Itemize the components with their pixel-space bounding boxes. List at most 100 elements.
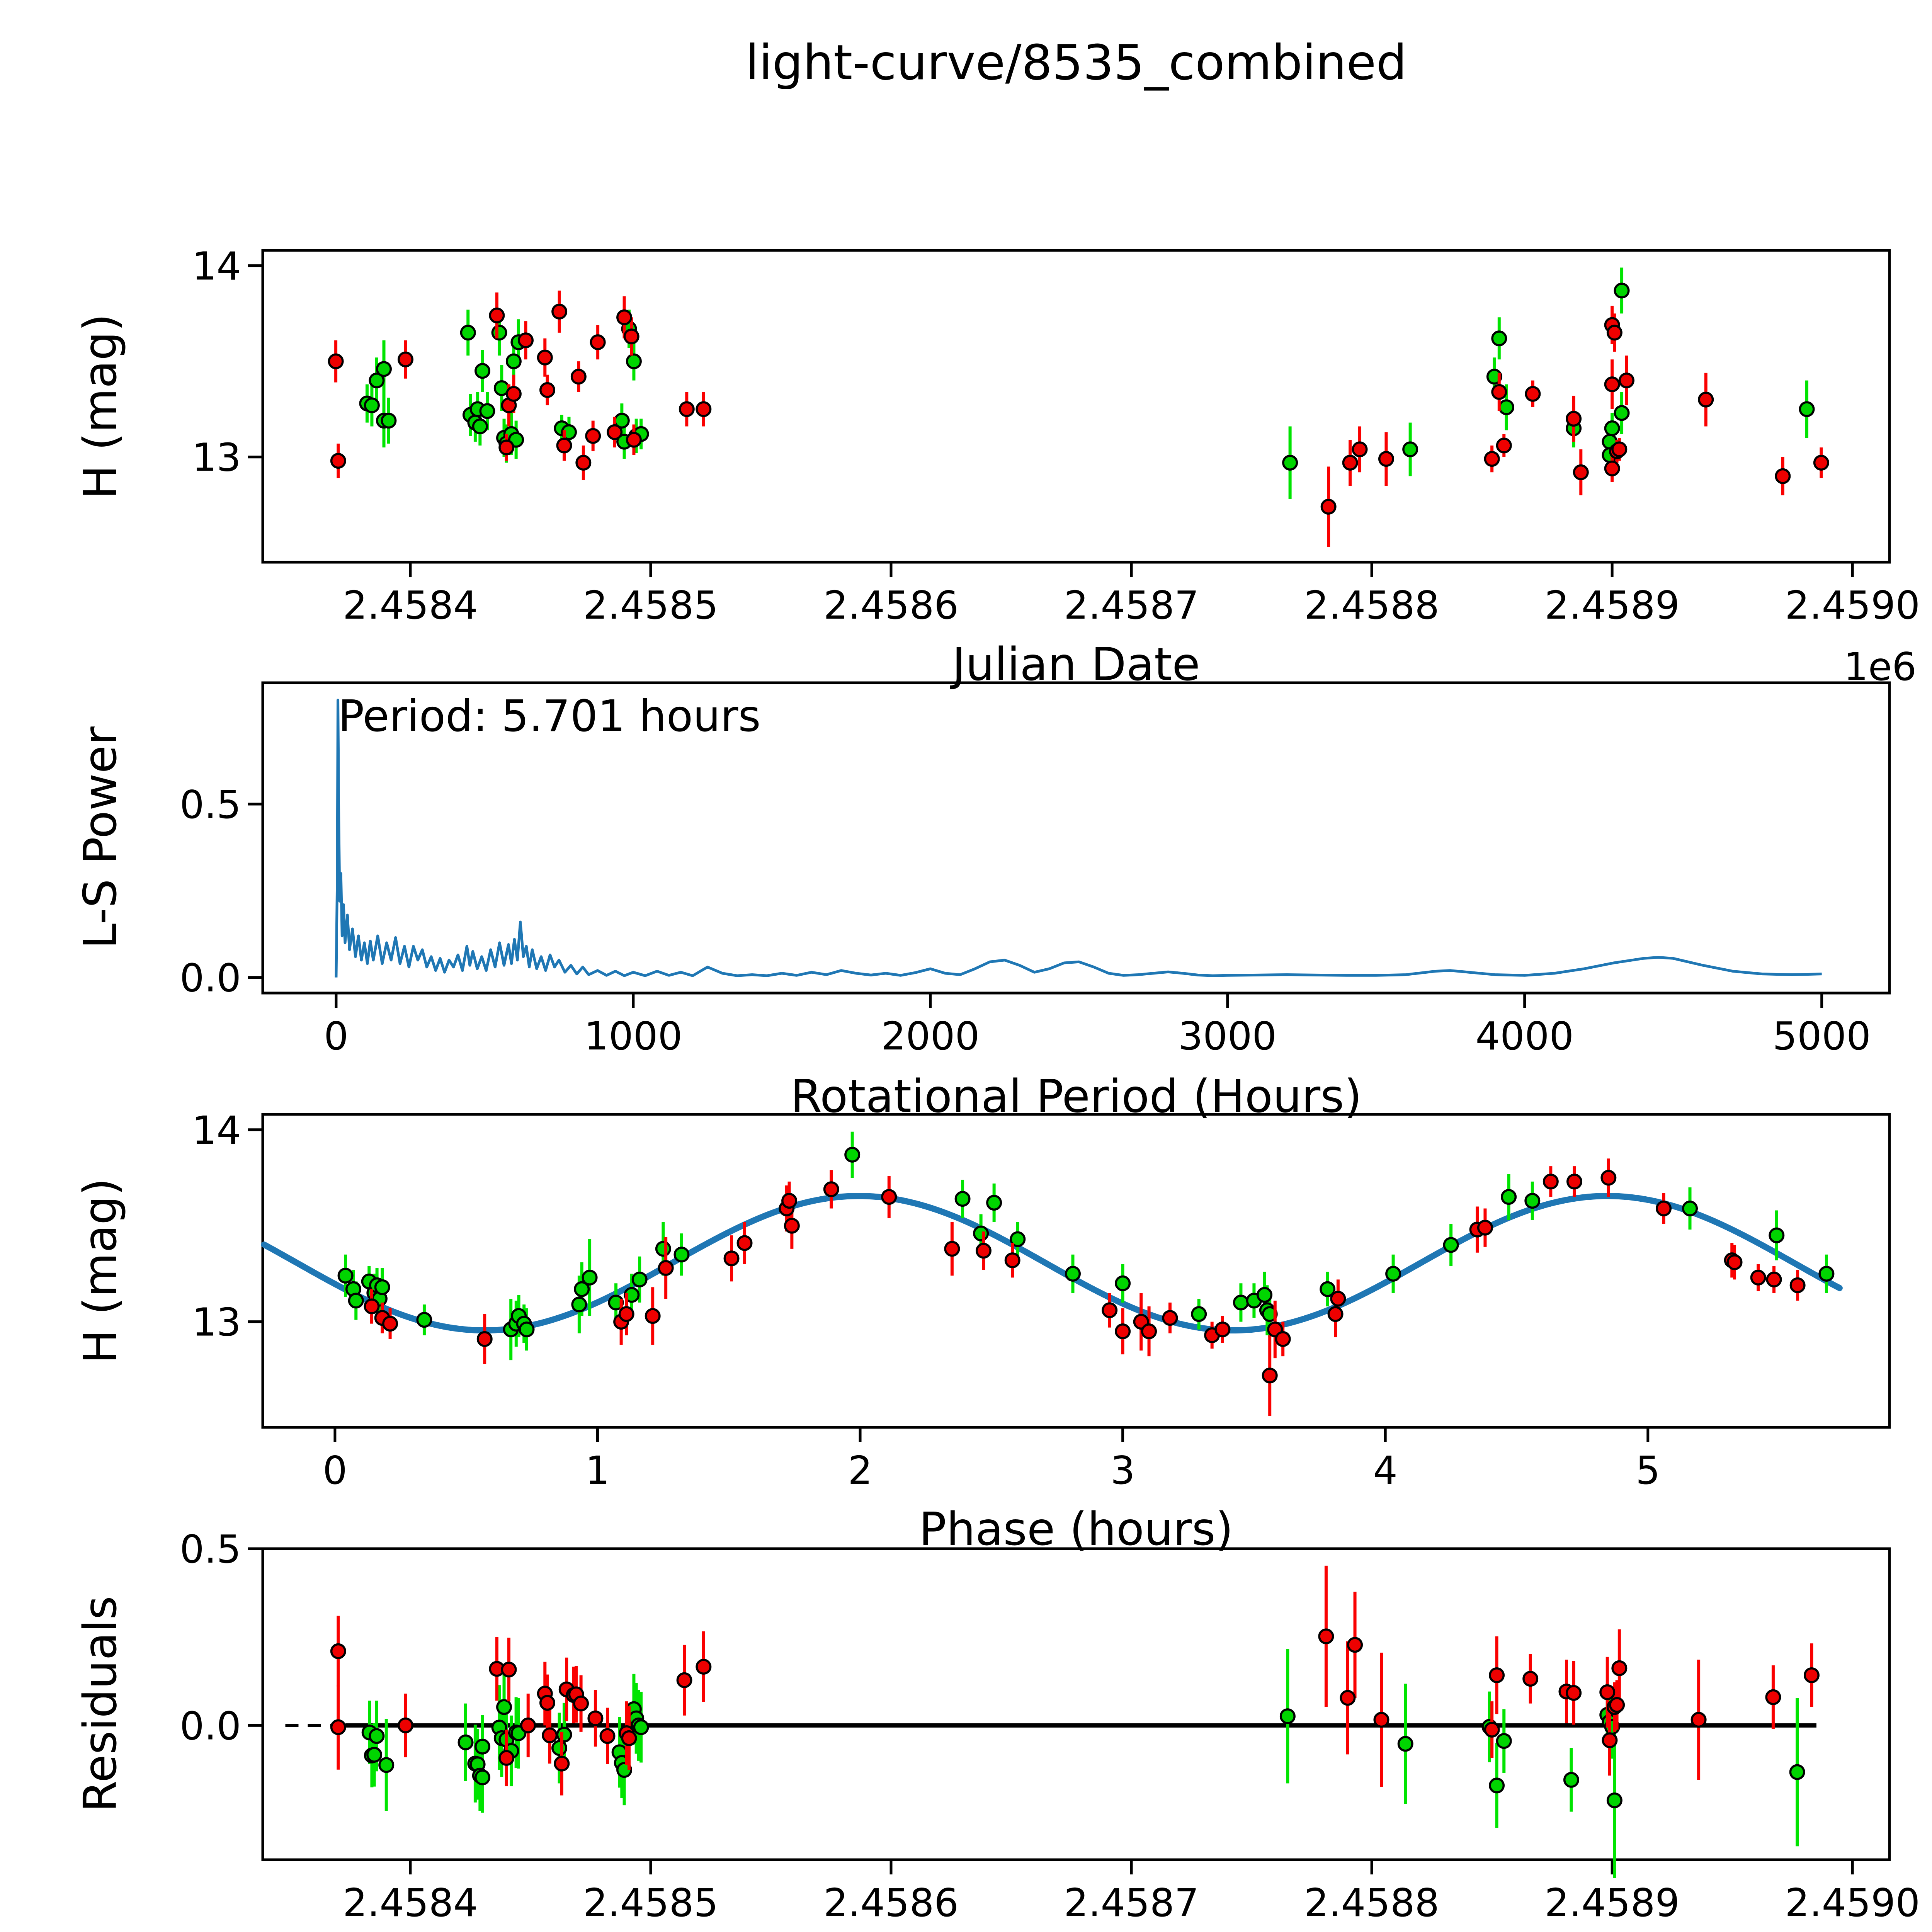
data-point-green — [378, 1757, 395, 1773]
data-point-red — [1340, 1690, 1356, 1706]
data-point-green — [369, 372, 385, 389]
data-point-green — [519, 1321, 535, 1338]
data-point-green — [1402, 441, 1418, 457]
data-point-red — [1115, 1323, 1131, 1340]
data-point-red — [696, 401, 712, 417]
x-tick-label: 2.4587 — [1064, 1880, 1199, 1925]
data-point-green — [1320, 1281, 1336, 1297]
data-point-red — [397, 1717, 413, 1733]
x-tick-label: 2.4588 — [1304, 1880, 1439, 1925]
x-tick-label: 2.4589 — [1544, 1880, 1680, 1925]
data-point-green — [1682, 1200, 1698, 1216]
data-point-red — [1484, 1721, 1500, 1738]
data-point-red — [1318, 1628, 1334, 1645]
data-point-green — [1498, 399, 1514, 415]
data-point-red — [575, 455, 592, 471]
data-point-green — [1799, 401, 1815, 417]
data-point-red — [1327, 1306, 1344, 1322]
x-tick-label: 2.4590 — [1785, 583, 1920, 628]
periodogram-line — [335, 699, 1822, 978]
data-point-red — [501, 1662, 517, 1678]
data-point-red — [1600, 1170, 1617, 1186]
data-point-red — [784, 1218, 800, 1234]
data-point-red — [975, 1243, 992, 1259]
data-point-red — [723, 1250, 740, 1267]
data-point-red — [330, 453, 346, 469]
data-point-red — [1373, 1712, 1389, 1728]
data-point-green — [1501, 1189, 1517, 1205]
ylabel-h-mag-top: H (mag) — [73, 314, 127, 499]
data-point-green — [1397, 1736, 1413, 1752]
x-tick-label: 3 — [1111, 1448, 1135, 1493]
figure-title: light-curve/8535_combined — [745, 35, 1407, 91]
x-tick-label: 4000 — [1475, 1014, 1574, 1059]
data-point-red — [1496, 437, 1512, 454]
data-point-red — [476, 1331, 493, 1347]
x-tick-label: 2.4586 — [823, 583, 959, 628]
data-point-green — [474, 1738, 491, 1755]
data-point-green — [574, 1281, 590, 1297]
axes-spine — [261, 1113, 1891, 1429]
data-point-red — [1489, 1667, 1505, 1683]
data-point-red — [599, 1728, 616, 1744]
data-point-green — [1496, 1733, 1512, 1749]
data-point-red — [1342, 455, 1358, 471]
data-point-green — [474, 363, 491, 379]
data-point-green — [1491, 330, 1507, 347]
data-point-red — [618, 1306, 634, 1322]
data-point-red — [1378, 451, 1394, 467]
x-tick-label: 2.4590 — [1785, 1880, 1920, 1925]
y-tick-label: 14 — [192, 244, 241, 289]
data-point-green — [1191, 1306, 1207, 1322]
ylabel-residuals: Residuals — [73, 1596, 127, 1812]
data-point-red — [1602, 1732, 1618, 1748]
data-point-green — [844, 1146, 861, 1163]
data-point-red — [1789, 1277, 1806, 1293]
axes-spine — [261, 1547, 1891, 1861]
data-point-green — [551, 1740, 568, 1756]
data-point-red — [1004, 1252, 1020, 1269]
data-point-red — [587, 1710, 604, 1726]
data-point-red — [498, 439, 515, 456]
data-point-green — [1563, 1772, 1579, 1788]
plot-elements: 2.4584 2.4585 2.4586 2.4587 2.4588 2.4589 2.45… — [180, 244, 1920, 1925]
data-point-red — [573, 1696, 589, 1712]
data-point-green — [348, 1293, 364, 1309]
data-point-red — [881, 1189, 897, 1205]
data-point-green — [1614, 405, 1630, 421]
data-point-red — [518, 332, 534, 349]
x-tick-label: 3000 — [1179, 1014, 1277, 1059]
data-point-red — [542, 1727, 558, 1743]
data-point-green — [673, 1247, 690, 1263]
data-point-red — [585, 428, 601, 444]
data-point-red — [1690, 1712, 1707, 1728]
data-point-red — [1606, 325, 1622, 341]
data-point-red — [554, 1755, 570, 1772]
data-point-green — [374, 1279, 390, 1295]
data-point-green — [369, 1728, 385, 1744]
data-point-green — [608, 1294, 624, 1311]
data-point-green — [986, 1195, 1002, 1211]
data-point-green — [1262, 1306, 1278, 1322]
data-point-green — [1604, 420, 1620, 436]
data-point-red — [626, 432, 642, 448]
data-point-green — [1257, 1287, 1273, 1303]
data-point-red — [1141, 1323, 1157, 1340]
data-point-red — [1491, 384, 1507, 400]
data-point-green — [472, 418, 488, 434]
x-tick-label: 0 — [323, 1448, 347, 1493]
data-point-red — [1162, 1310, 1178, 1326]
y-tick-label: 0.0 — [180, 956, 241, 1001]
data-point-green — [571, 1296, 587, 1313]
data-point-green — [457, 1734, 474, 1750]
data-point-green — [1115, 1275, 1131, 1291]
data-point-red — [623, 328, 639, 345]
data-point-red — [1803, 1667, 1820, 1683]
period-annotation: Period: 5.701 hours — [338, 691, 761, 742]
data-point-red — [1573, 464, 1589, 480]
data-point-red — [679, 401, 695, 417]
data-point-green — [626, 353, 642, 369]
data-point-red — [1618, 372, 1634, 389]
x-tick-label: 2.4585 — [583, 583, 718, 628]
data-point-green — [582, 1269, 598, 1286]
